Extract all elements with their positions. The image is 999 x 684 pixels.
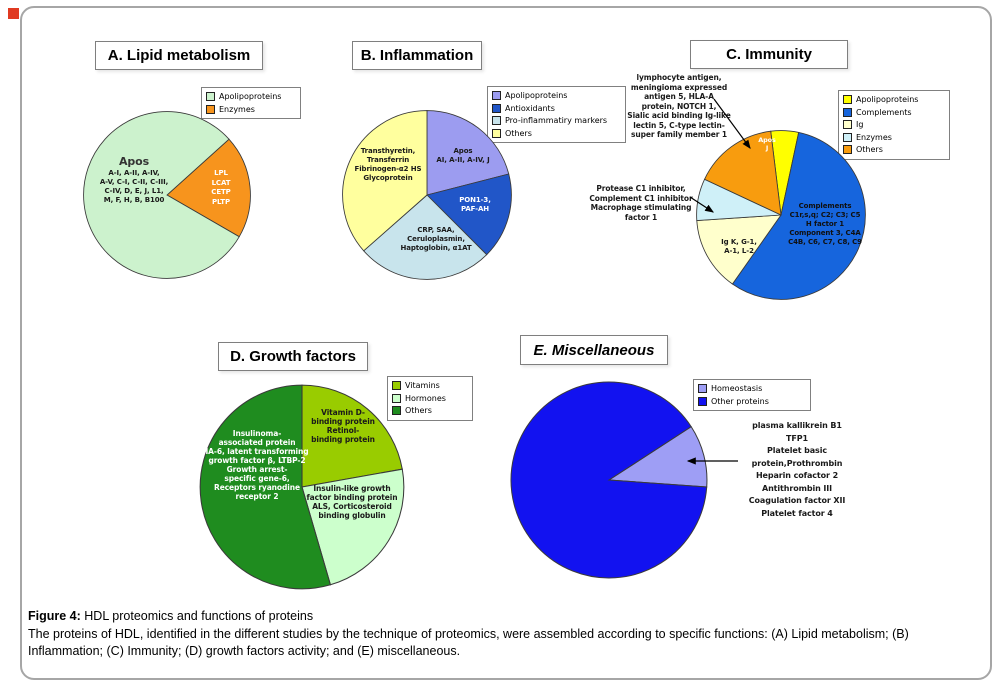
legend-item: Others	[492, 128, 620, 140]
chart-e-title: E. Miscellaneous	[520, 335, 668, 365]
legend-label: Pro-inflammatiry markers	[505, 116, 608, 125]
chart-c-legend: Apolipoproteins Complements Ig Enzymes Other…	[838, 90, 950, 160]
chart-c-title: C. Immunity	[690, 40, 848, 69]
chart-b-pie	[342, 110, 512, 280]
legend-item: Enzymes	[843, 132, 944, 144]
pie-slice-complements	[731, 131, 866, 300]
legend-item: Pro-inflammatiry markers	[492, 115, 620, 127]
pie-slice-enzymes	[166, 138, 251, 238]
chart-e-pie	[510, 381, 708, 579]
legend-swatch-icon	[698, 384, 707, 394]
pie-slice-others	[199, 384, 332, 590]
legend-swatch-icon	[206, 92, 215, 102]
chart-d-title: D. Growth factors	[218, 342, 368, 371]
slice-label-d-vitamins: Vitamin D- binding protein Retinol- bind…	[311, 408, 375, 444]
legend-label: Apolipoproteins	[505, 91, 568, 100]
legend-label: Others	[856, 145, 883, 154]
legend-label: Enzymes	[219, 104, 255, 114]
slice-label-b-apolipoproteins: Apos AI, A-II, A-IV, J	[436, 147, 490, 164]
legend-label: Others	[505, 128, 532, 138]
legend-item: Apolipoproteins	[843, 94, 944, 106]
legend-swatch-icon	[843, 95, 852, 105]
caption-figure-label: Figure 4:	[28, 609, 81, 623]
slice-label-a-enzymes: LPL LCAT CETP PLTP	[211, 169, 231, 206]
legend-item: Complements	[843, 107, 944, 119]
legend-item: Enzymes	[206, 104, 295, 116]
caption-line-1: Figure 4: HDL proteomics and functions o…	[28, 608, 980, 626]
legend-label: Apolipoproteins	[219, 92, 282, 101]
legend-label: Homeostasis	[711, 384, 763, 393]
legend-swatch-icon	[843, 145, 852, 155]
legend-swatch-icon	[206, 104, 215, 114]
legend-swatch-icon	[492, 91, 501, 101]
legend-swatch-icon	[492, 128, 501, 138]
legend-item: Apolipoproteins	[206, 91, 295, 103]
legend-item: Others	[843, 144, 944, 156]
chart-d-pie	[199, 384, 405, 590]
legend-label: Apolipoproteins	[856, 95, 919, 104]
legend-label: Other proteins	[711, 396, 769, 406]
legend-swatch-icon	[843, 120, 852, 130]
legend-item: Hormones	[392, 393, 467, 405]
slice-label-b-antioxidants: PON1-3, PAF-AH	[459, 196, 491, 213]
legend-swatch-icon	[392, 393, 401, 403]
pie-slice-vitamins	[301, 384, 403, 488]
pie-slice-ig	[696, 214, 782, 285]
legend-label: Ig	[856, 120, 864, 129]
pie-slice-hormones	[301, 468, 405, 586]
caption-body: The proteins of HDL, identified in the d…	[28, 626, 909, 659]
caption-figure-title: HDL proteomics and functions of proteins	[80, 609, 314, 623]
legend-swatch-icon	[843, 107, 852, 117]
slice-label-d-hormones: Insulin-like growth factor binding prote…	[306, 484, 398, 520]
pie-slice-apolipoproteins	[426, 110, 510, 196]
slice-label-c-apos-j: Apos J	[758, 136, 776, 152]
slice-label-b-proinflammatory: CRP, SAA, Ceruloplasmin, Haptoglobin, α1…	[400, 226, 472, 252]
chart-a-pie	[83, 111, 251, 279]
legend-item: Antioxidants	[492, 103, 620, 115]
figure-caption: Figure 4: HDL proteomics and functions o…	[28, 608, 980, 661]
legend-swatch-icon	[392, 406, 401, 416]
annotation-c-others: lymphocyte antigen, meningioma expressed…	[627, 73, 731, 139]
pie-slice-other-proteins	[510, 381, 708, 579]
slice-label-a-apolipoproteins: A-I, A-II, A-IV, A-V, C-I, C-II, C-III, …	[99, 169, 169, 204]
legend-label: Antioxidants	[505, 103, 555, 113]
pie-slice-others	[342, 110, 428, 252]
legend-swatch-icon	[492, 103, 501, 113]
pie-slice-antioxidants	[426, 173, 512, 256]
legend-item: Other proteins	[698, 396, 805, 408]
chart-c-pie	[696, 130, 866, 300]
legend-swatch-icon	[843, 132, 852, 142]
annotation-c-enzymes: Protease C1 inhibitor, Complement C1 inh…	[589, 184, 693, 222]
legend-swatch-icon	[392, 381, 401, 391]
slice-label-a-apos-title: Apos	[118, 155, 150, 168]
red-square-marker	[8, 8, 19, 19]
annotation-e-homeostasis: plasma kallikrein B1 TFP1 Platelet basic…	[748, 421, 846, 518]
chart-b-title: B. Inflammation	[352, 41, 482, 70]
chart-a-title: A. Lipid metabolism	[95, 41, 263, 70]
pie-slice-apolipoproteins	[83, 111, 240, 279]
legend-item: Homeostasis	[698, 383, 805, 395]
slice-label-d-others: Insulinoma- associated protein IA-6, lat…	[205, 429, 309, 501]
chart-b-legend: Apolipoproteins Antioxidants Pro-inflammat…	[487, 86, 626, 143]
legend-swatch-icon	[698, 396, 707, 406]
chart-a-legend: Apolipoproteins Enzymes	[201, 87, 301, 119]
pie-slice-pro-inflammatiry-markers	[363, 194, 488, 280]
legend-label: Hormones	[405, 393, 446, 403]
chart-e-legend: Homeostasis Other proteins	[693, 379, 811, 411]
legend-item: Others	[392, 405, 467, 417]
slice-label-c-ig: Ig K, G-1, A-1, L-2	[721, 238, 757, 255]
legend-swatch-icon	[492, 116, 501, 126]
slice-label-b-others: Transthyretin, Transferrin Fibrinogen-α2…	[354, 147, 422, 182]
figure-border	[20, 6, 992, 680]
chart-d-legend: Vitamins Hormones Others	[387, 376, 473, 421]
legend-item: Vitamins	[392, 380, 467, 392]
legend-label: Vitamins	[405, 381, 440, 390]
legend-label: Enzymes	[856, 132, 892, 142]
legend-label: Others	[405, 406, 432, 415]
legend-label: Complements	[856, 107, 912, 117]
legend-item: Apolipoproteins	[492, 90, 620, 102]
legend-item: Ig	[843, 119, 944, 131]
slice-label-c-complements: Complements C1r,s,q; C2; C3; C5 H factor…	[788, 202, 862, 246]
